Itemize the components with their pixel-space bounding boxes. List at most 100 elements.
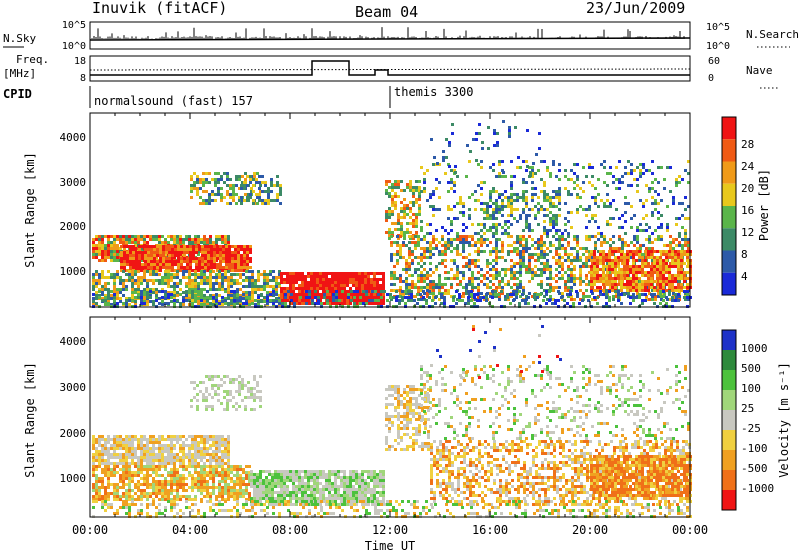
power-cell: [660, 298, 663, 301]
power-cell: [134, 282, 137, 285]
power-cell: [483, 274, 486, 277]
power-cell: [636, 226, 639, 229]
power-cell: [399, 256, 402, 259]
power-cell: [346, 284, 349, 287]
power-cell: [122, 285, 125, 288]
power-cell: [576, 253, 579, 256]
power-cell: [489, 280, 492, 283]
power-cell: [651, 247, 654, 250]
power-cell: [426, 256, 429, 259]
power-cell: [648, 298, 651, 301]
power-cell: [549, 277, 552, 280]
power-cell: [216, 251, 219, 254]
power-cell: [227, 302, 230, 305]
power-cell: [468, 244, 471, 247]
power-cell: [623, 265, 626, 268]
power-cell: [498, 172, 501, 175]
power-cell: [278, 294, 281, 297]
power-cell: [215, 279, 218, 282]
power-cell: [390, 298, 393, 301]
power-cell: [420, 238, 423, 241]
power-cell: [662, 280, 665, 283]
power-cell: [492, 223, 495, 226]
power-cell: [414, 241, 417, 244]
power-cell: [576, 163, 579, 166]
power-cell: [337, 278, 340, 281]
power-cell: [251, 270, 254, 273]
power-cell: [292, 287, 295, 290]
power-cell: [364, 281, 367, 284]
power-cell: [501, 292, 504, 295]
cpid-mode-1: normalsound (fast) 157: [94, 94, 253, 108]
power-cell: [245, 296, 248, 299]
power-cell: [141, 251, 144, 254]
power-cell: [264, 202, 267, 205]
power-cell: [680, 253, 683, 256]
power-cell: [196, 175, 199, 178]
power-cell: [358, 293, 361, 296]
power-cell: [477, 286, 480, 289]
power-cell: [467, 299, 470, 302]
power-cell: [323, 296, 326, 299]
power-cell: [668, 268, 671, 271]
power-cell: [510, 175, 513, 178]
velocity-cell: [134, 435, 137, 438]
power-cell: [307, 302, 310, 305]
power-cell: [552, 244, 555, 247]
power-cell: [159, 248, 162, 251]
power-cell: [349, 278, 352, 281]
power-cell: [585, 262, 588, 265]
power-cell: [498, 256, 501, 259]
velocity-cell: [140, 435, 143, 438]
power-cell: [451, 123, 454, 126]
power-cell: [549, 196, 552, 199]
power-cell: [325, 287, 328, 290]
power-cell: [435, 247, 438, 250]
power-cell: [400, 228, 403, 231]
power-cell: [462, 238, 465, 241]
power-cell: [593, 265, 596, 268]
power-cell: [498, 295, 501, 298]
power-cell: [399, 274, 402, 277]
power-cell: [468, 280, 471, 283]
power-cell: [588, 259, 591, 262]
power-cell: [602, 277, 605, 280]
power-cell: [92, 285, 95, 288]
power-cell: [528, 256, 531, 259]
power-cell: [471, 193, 474, 196]
power-cell: [240, 184, 243, 187]
power-cell: [644, 274, 647, 277]
power-cell: [417, 235, 420, 238]
power-cell: [549, 268, 552, 271]
power-cell: [396, 262, 399, 265]
power-cell: [531, 169, 534, 172]
power-cell: [364, 299, 367, 302]
power-cell: [617, 262, 620, 265]
power-cell: [370, 284, 373, 287]
velocity-cell: [101, 453, 104, 456]
power-cell: [332, 293, 335, 296]
power-cell: [671, 283, 674, 286]
power-cell: [441, 226, 444, 229]
power-cell: [671, 265, 674, 268]
power-cell: [185, 282, 188, 285]
power-cell: [659, 290, 662, 293]
power-cell: [223, 172, 226, 175]
power-cell: [313, 287, 316, 290]
power-cell: [552, 196, 555, 199]
power-cell: [638, 286, 641, 289]
power-cell: [543, 184, 546, 187]
power-cell: [483, 283, 486, 286]
power-cell: [186, 260, 189, 263]
power-cell: [558, 244, 561, 247]
power-cell: [388, 234, 391, 237]
power-cell: [176, 299, 179, 302]
power-cell: [92, 297, 95, 300]
power-cell: [603, 166, 606, 169]
power-cell: [244, 193, 247, 196]
power-cell: [289, 296, 292, 299]
power-cell: [486, 217, 489, 220]
power-cell: [516, 238, 519, 241]
power-cell: [474, 232, 477, 235]
power-cell: [593, 289, 596, 292]
